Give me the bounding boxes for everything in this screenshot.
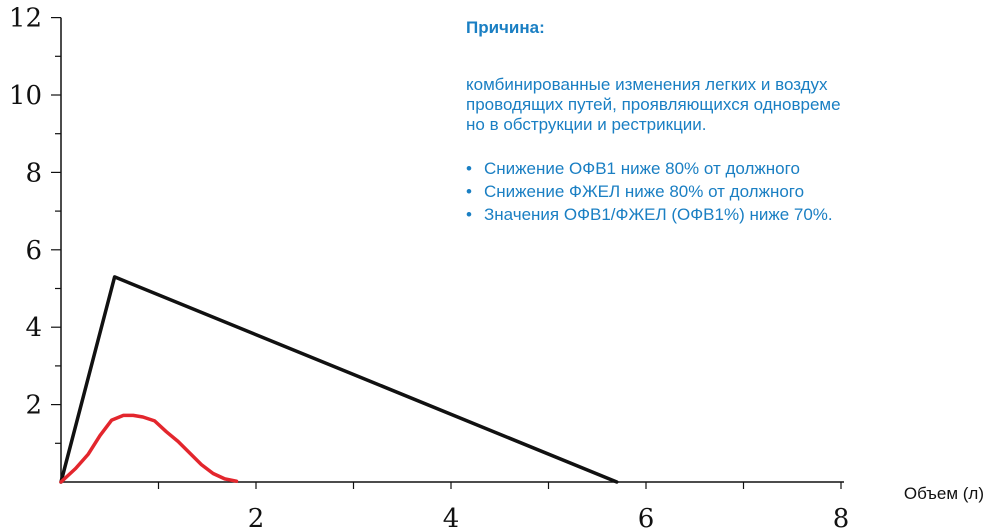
x-tick-label: 4 [443, 504, 460, 530]
y-tick-label: 10 [9, 81, 42, 111]
chart-series [59, 275, 619, 484]
x-tick-label: 2 [248, 504, 265, 530]
x-tick-label: 8 [833, 504, 850, 530]
x-tick-label: 6 [638, 504, 655, 530]
criteria-list: Снижение ОФВ1 ниже 80% от должного Сниже… [466, 157, 988, 226]
y-tick-label: 2 [25, 391, 42, 421]
criteria-item: Снижение ФЖЕЛ ниже 80% от должного [466, 180, 988, 203]
series-line [59, 413, 239, 484]
chart-labels: 2 4 6 8 2 4 6 8 10 12 Объем (л) [9, 4, 984, 530]
cause-panel: Причина: комбинированные изменения легки… [466, 18, 988, 278]
panel-paragraph-line: проводящих путей, проявляющихся одноврем… [466, 95, 841, 114]
series-line [59, 275, 619, 484]
y-tick-label: 12 [9, 4, 42, 34]
criteria-item: Снижение ОФВ1 ниже 80% от должного [466, 157, 988, 180]
y-tick-label: 6 [25, 236, 42, 266]
panel-paragraph-line: но в обструкции и рестрикции. [466, 115, 707, 134]
panel-heading: Причина: [466, 18, 545, 37]
chart-axes [51, 17, 844, 489]
y-tick-label: 8 [25, 158, 42, 188]
y-tick-label: 4 [25, 313, 42, 343]
x-axis-title: Объем (л) [904, 484, 984, 503]
criteria-item: Значения ОФВ1/ФЖЕЛ (ОФВ1%) ниже 70%. [466, 203, 988, 226]
panel-paragraph-line: комбинированные изменения легких и возду… [466, 75, 828, 94]
